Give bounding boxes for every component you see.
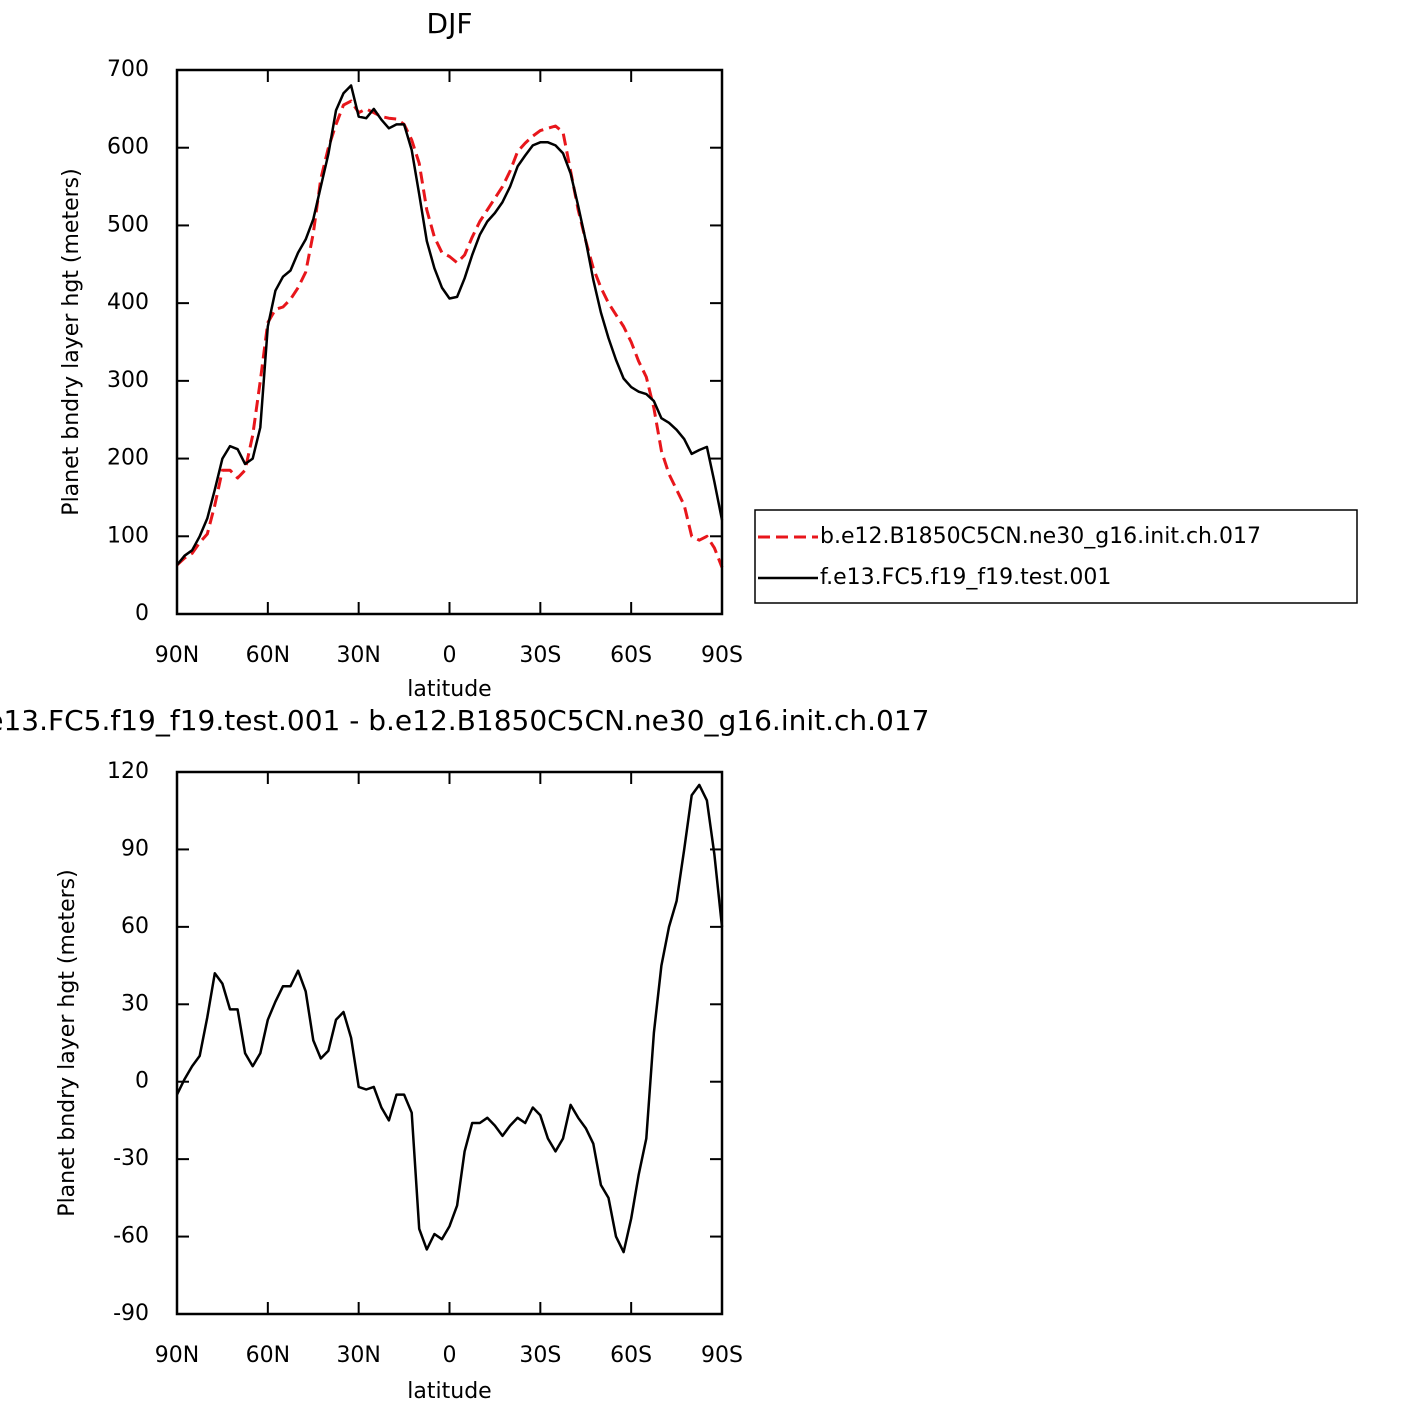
y-tick-label: -90 [113, 1301, 149, 1326]
x-axis-label: latitude [407, 677, 491, 702]
y-tick-label: 120 [107, 759, 149, 784]
y-tick-label: 0 [135, 601, 149, 626]
x-tick-label: 60N [246, 1343, 290, 1368]
plot-frame [175, 770, 724, 1316]
data-line [176, 84, 724, 566]
y-tick-label: 100 [107, 523, 149, 548]
y-tick-label: 90 [121, 836, 149, 861]
y-tick-label: 0 [135, 1069, 149, 1094]
y-axis-label: Planet bndry layer hgt (meters) [55, 869, 80, 1216]
y-tick-label: -60 [113, 1224, 149, 1249]
chart-title: f.e13.FC5.f19_f19.test.001 - b.e12.B1850… [0, 704, 929, 737]
legend-label: f.e13.FC5.f19_f19.test.001 [820, 565, 1111, 590]
x-tick-label: 30N [336, 643, 380, 668]
chart-title: DJF [427, 7, 473, 40]
y-tick-label: -30 [113, 1146, 149, 1171]
y-axis-label: Planet bndry layer hgt (meters) [59, 168, 84, 515]
x-tick-label: 90S [701, 1343, 743, 1368]
x-tick-label: 0 [443, 643, 457, 668]
y-tick-label: 500 [107, 212, 149, 237]
data-line [175, 99, 724, 568]
legend-box [754, 509, 1358, 604]
x-tick-label: 30S [519, 643, 561, 668]
x-tick-label: 90N [155, 643, 199, 668]
x-tick-label: 0 [443, 1343, 457, 1368]
y-tick-label: 30 [121, 991, 149, 1016]
data-line [175, 783, 724, 1254]
plot-frame [175, 68, 724, 616]
x-tick-label: 90N [155, 1343, 199, 1368]
x-tick-label: 30N [336, 1343, 380, 1368]
y-tick-label: 600 [107, 135, 149, 160]
x-tick-label: 60S [610, 1343, 652, 1368]
legend-label: b.e12.B1850C5CN.ne30_g16.init.ch.017 [820, 524, 1261, 549]
y-tick-label: 300 [107, 368, 149, 393]
x-tick-label: 90S [701, 643, 743, 668]
y-tick-label: 700 [107, 57, 149, 82]
y-tick-label: 400 [107, 290, 149, 315]
y-tick-label: 200 [107, 446, 149, 471]
y-tick-label: 60 [121, 914, 149, 939]
x-tick-label: 30S [519, 1343, 561, 1368]
x-axis-label: latitude [407, 1379, 491, 1404]
x-tick-label: 60N [246, 643, 290, 668]
x-tick-label: 60S [610, 643, 652, 668]
